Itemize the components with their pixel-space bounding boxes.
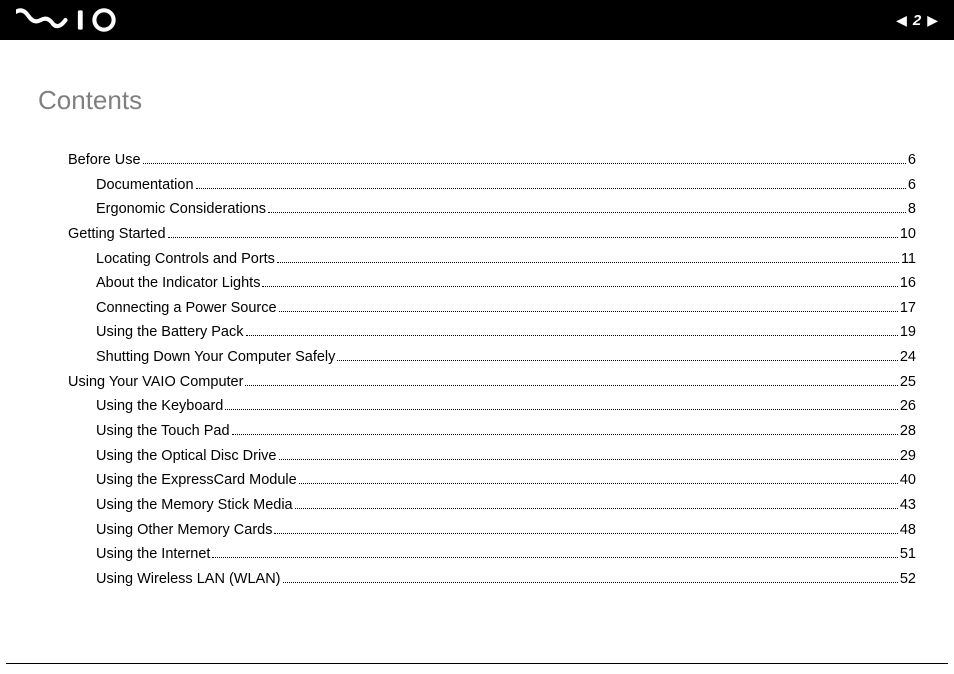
toc-entry[interactable]: Using Other Memory Cards 48 bbox=[96, 518, 916, 543]
toc-entry-page: 24 bbox=[900, 345, 916, 370]
toc-entry-label: Ergonomic Considerations bbox=[96, 197, 266, 222]
toc-entry[interactable]: Documentation 6 bbox=[96, 173, 916, 198]
toc-leader-dots bbox=[262, 286, 897, 287]
toc-leader-dots bbox=[283, 582, 898, 583]
toc-entry-page: 43 bbox=[900, 493, 916, 518]
toc-entry-label: Shutting Down Your Computer Safely bbox=[96, 345, 335, 370]
toc-leader-dots bbox=[337, 360, 897, 361]
footer-divider bbox=[6, 663, 948, 664]
toc-entry-label: Using the ExpressCard Module bbox=[96, 468, 297, 493]
page-title: Contents bbox=[38, 85, 916, 116]
page-number: 2 bbox=[913, 12, 921, 29]
toc-leader-dots bbox=[279, 459, 898, 460]
toc-entry-page: 40 bbox=[900, 468, 916, 493]
toc-entry-label: Using the Touch Pad bbox=[96, 419, 230, 444]
toc-entry[interactable]: Before Use 6 bbox=[68, 148, 916, 173]
toc-entry[interactable]: Connecting a Power Source 17 bbox=[96, 296, 916, 321]
toc-entry-page: 48 bbox=[900, 518, 916, 543]
toc-entry-label: Getting Started bbox=[68, 222, 166, 247]
toc-entry[interactable]: Using the Optical Disc Drive 29 bbox=[96, 444, 916, 469]
toc-entry[interactable]: Using the ExpressCard Module 40 bbox=[96, 468, 916, 493]
toc-entry-label: Using Your VAIO Computer bbox=[68, 370, 243, 395]
toc-entry-label: Using the Internet bbox=[96, 542, 210, 567]
toc-leader-dots bbox=[232, 434, 898, 435]
toc-entry[interactable]: Using the Keyboard 26 bbox=[96, 394, 916, 419]
toc-entry[interactable]: Using Your VAIO Computer 25 bbox=[68, 370, 916, 395]
toc-entry[interactable]: Using Wireless LAN (WLAN) 52 bbox=[96, 567, 916, 592]
next-page-arrow-icon[interactable]: ▶ bbox=[927, 13, 938, 27]
toc-leader-dots bbox=[274, 533, 897, 534]
toc-entry-page: 6 bbox=[908, 148, 916, 173]
toc-entry[interactable]: Using the Internet 51 bbox=[96, 542, 916, 567]
toc-leader-dots bbox=[168, 237, 898, 238]
toc-leader-dots bbox=[143, 163, 906, 164]
toc-entry-page: 29 bbox=[900, 444, 916, 469]
toc-entry[interactable]: Using the Battery Pack 19 bbox=[96, 320, 916, 345]
toc-leader-dots bbox=[295, 508, 898, 509]
header-bar: ◀ 2 ▶ bbox=[0, 0, 954, 40]
toc-leader-dots bbox=[212, 557, 897, 558]
toc-leader-dots bbox=[225, 409, 898, 410]
toc-entry[interactable]: About the Indicator Lights 16 bbox=[96, 271, 916, 296]
toc-entry[interactable]: Using the Touch Pad 28 bbox=[96, 419, 916, 444]
toc-entry-page: 17 bbox=[900, 296, 916, 321]
toc-entry-page: 26 bbox=[900, 394, 916, 419]
page-navigation: ◀ 2 ▶ bbox=[896, 12, 938, 29]
toc-entry-label: Using the Battery Pack bbox=[96, 320, 244, 345]
toc-entry-page: 19 bbox=[900, 320, 916, 345]
toc-entry-label: Using Wireless LAN (WLAN) bbox=[96, 567, 281, 592]
toc-leader-dots bbox=[245, 385, 897, 386]
toc-entry[interactable]: Getting Started 10 bbox=[68, 222, 916, 247]
toc-entry-page: 6 bbox=[908, 173, 916, 198]
prev-page-arrow-icon[interactable]: ◀ bbox=[896, 13, 907, 27]
toc-entry-label: Documentation bbox=[96, 173, 194, 198]
page-content: Contents Before Use6Documentation6Ergono… bbox=[0, 40, 954, 592]
toc-entry[interactable]: Using the Memory Stick Media 43 bbox=[96, 493, 916, 518]
toc-entry-page: 51 bbox=[900, 542, 916, 567]
toc-leader-dots bbox=[277, 262, 899, 263]
toc-leader-dots bbox=[196, 188, 906, 189]
toc-entry-page: 10 bbox=[900, 222, 916, 247]
toc-leader-dots bbox=[268, 212, 906, 213]
toc-entry-page: 8 bbox=[908, 197, 916, 222]
toc-entry-page: 16 bbox=[900, 271, 916, 296]
toc-leader-dots bbox=[279, 311, 898, 312]
toc-entry-label: Before Use bbox=[68, 148, 141, 173]
toc-entry-label: Using Other Memory Cards bbox=[96, 518, 272, 543]
toc-entry[interactable]: Shutting Down Your Computer Safely 24 bbox=[96, 345, 916, 370]
toc-entry-label: Using the Memory Stick Media bbox=[96, 493, 293, 518]
toc-entry-label: About the Indicator Lights bbox=[96, 271, 260, 296]
toc-leader-dots bbox=[299, 483, 898, 484]
toc-entry[interactable]: Ergonomic Considerations 8 bbox=[96, 197, 916, 222]
toc-entry-page: 11 bbox=[901, 247, 916, 272]
table-of-contents: Before Use6Documentation6Ergonomic Consi… bbox=[38, 148, 916, 592]
toc-entry-page: 25 bbox=[900, 370, 916, 395]
toc-entry-label: Locating Controls and Ports bbox=[96, 247, 275, 272]
toc-entry-label: Using the Keyboard bbox=[96, 394, 223, 419]
toc-entry-page: 52 bbox=[900, 567, 916, 592]
toc-entry-page: 28 bbox=[900, 419, 916, 444]
toc-leader-dots bbox=[246, 335, 898, 336]
toc-entry-label: Connecting a Power Source bbox=[96, 296, 277, 321]
toc-entry[interactable]: Locating Controls and Ports 11 bbox=[96, 247, 916, 272]
vaio-logo bbox=[16, 8, 126, 32]
toc-entry-label: Using the Optical Disc Drive bbox=[96, 444, 277, 469]
